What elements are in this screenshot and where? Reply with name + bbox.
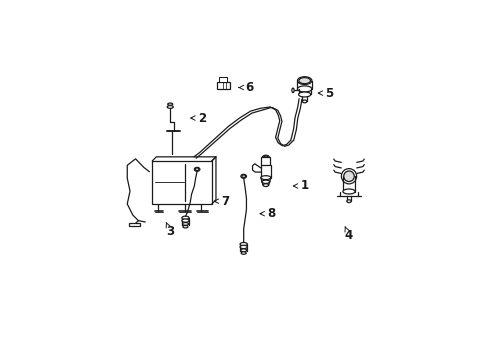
Bar bbox=[216, 82, 229, 90]
Ellipse shape bbox=[183, 225, 187, 228]
Ellipse shape bbox=[182, 222, 188, 225]
Ellipse shape bbox=[302, 100, 306, 103]
Ellipse shape bbox=[182, 216, 189, 220]
Ellipse shape bbox=[167, 105, 173, 108]
Ellipse shape bbox=[240, 249, 246, 252]
Ellipse shape bbox=[291, 88, 293, 93]
Ellipse shape bbox=[297, 86, 311, 92]
Ellipse shape bbox=[346, 200, 350, 203]
Ellipse shape bbox=[262, 155, 269, 161]
Ellipse shape bbox=[241, 175, 245, 177]
Text: 3: 3 bbox=[166, 222, 174, 238]
Text: 4: 4 bbox=[344, 226, 352, 242]
Ellipse shape bbox=[240, 243, 247, 246]
Ellipse shape bbox=[262, 180, 269, 184]
Ellipse shape bbox=[297, 77, 311, 85]
Bar bbox=[219, 77, 226, 82]
Bar bbox=[128, 223, 140, 226]
Bar bbox=[152, 161, 211, 204]
Ellipse shape bbox=[167, 103, 172, 105]
Ellipse shape bbox=[260, 176, 270, 180]
Ellipse shape bbox=[194, 167, 200, 171]
Ellipse shape bbox=[240, 245, 247, 249]
Ellipse shape bbox=[241, 252, 245, 254]
Text: 5: 5 bbox=[318, 87, 333, 100]
Ellipse shape bbox=[342, 189, 354, 194]
Ellipse shape bbox=[263, 184, 268, 186]
Bar bbox=[261, 157, 270, 165]
Ellipse shape bbox=[298, 92, 310, 97]
Ellipse shape bbox=[263, 156, 268, 161]
Text: 6: 6 bbox=[239, 81, 253, 94]
Ellipse shape bbox=[341, 168, 356, 184]
Text: 1: 1 bbox=[293, 179, 308, 193]
Text: 2: 2 bbox=[190, 112, 205, 125]
Ellipse shape bbox=[343, 171, 354, 181]
Ellipse shape bbox=[182, 219, 189, 222]
Ellipse shape bbox=[241, 174, 246, 178]
Ellipse shape bbox=[298, 77, 310, 84]
Ellipse shape bbox=[195, 168, 199, 171]
Text: 7: 7 bbox=[214, 195, 229, 208]
Text: 8: 8 bbox=[260, 207, 275, 220]
